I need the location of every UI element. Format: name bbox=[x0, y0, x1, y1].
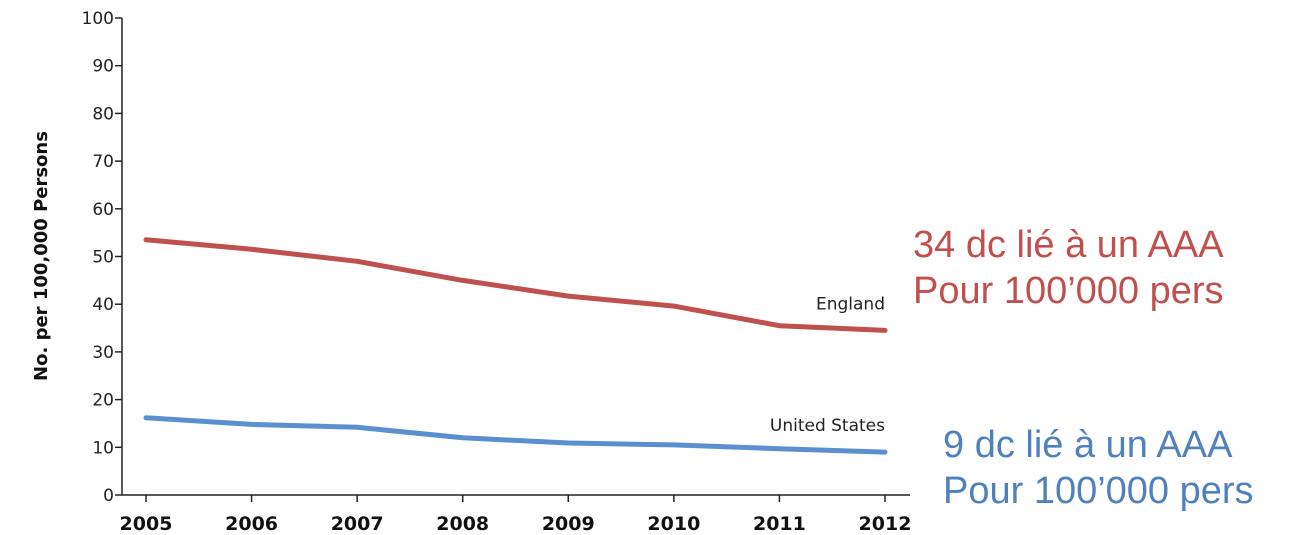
us-annotation: 9 dc lié à un AAA Pour 100’000 pers bbox=[943, 422, 1254, 514]
x-tick-label: 2011 bbox=[753, 513, 806, 535]
x-tick-label: 2009 bbox=[542, 513, 595, 535]
x-tick-label: 2008 bbox=[436, 513, 489, 535]
england-annotation-line-2: Pour 100’000 pers bbox=[913, 270, 1224, 312]
us-annotation-line-2: Pour 100’000 pers bbox=[943, 470, 1254, 512]
series-label-united-states: United States bbox=[770, 416, 885, 436]
y-tick-label: 90 bbox=[92, 57, 114, 77]
x-axis-ticks: 2005 2006 2007 2008 2009 2010 2011 2012 bbox=[120, 495, 912, 535]
x-tick-label: 2007 bbox=[331, 513, 384, 535]
y-tick-label: 40 bbox=[92, 295, 114, 315]
y-tick-label: 80 bbox=[92, 104, 114, 124]
y-tick-label: 10 bbox=[92, 438, 114, 458]
x-tick-label: 2006 bbox=[225, 513, 278, 535]
y-tick-label: 50 bbox=[92, 248, 114, 268]
y-tick-label: 20 bbox=[92, 391, 114, 411]
series-label-england: England bbox=[816, 294, 885, 314]
series-line-united-states bbox=[143, 415, 888, 455]
england-annotation-line-1: 34 dc lié à un AAA bbox=[913, 224, 1224, 266]
y-tick-label: 60 bbox=[92, 200, 114, 220]
x-tick-label: 2010 bbox=[647, 513, 700, 535]
series-lines bbox=[143, 237, 888, 455]
y-axis-label: No. per 100,000 Persons bbox=[31, 131, 52, 381]
series-line-england bbox=[143, 237, 888, 333]
y-tick-label: 30 bbox=[92, 343, 114, 363]
england-annotation: 34 dc lié à un AAA Pour 100’000 pers bbox=[913, 222, 1224, 314]
us-annotation-line-1: 9 dc lié à un AAA bbox=[943, 424, 1233, 466]
y-axis-ticks: 0 10 20 30 40 50 60 70 80 90 100 bbox=[82, 9, 122, 506]
x-tick-label: 2012 bbox=[859, 513, 912, 535]
y-tick-label: 100 bbox=[82, 9, 114, 29]
x-tick-label: 2005 bbox=[120, 513, 173, 535]
series-labels: England United States bbox=[770, 294, 885, 436]
y-tick-label: 70 bbox=[92, 152, 114, 172]
y-tick-label: 0 bbox=[103, 486, 114, 506]
